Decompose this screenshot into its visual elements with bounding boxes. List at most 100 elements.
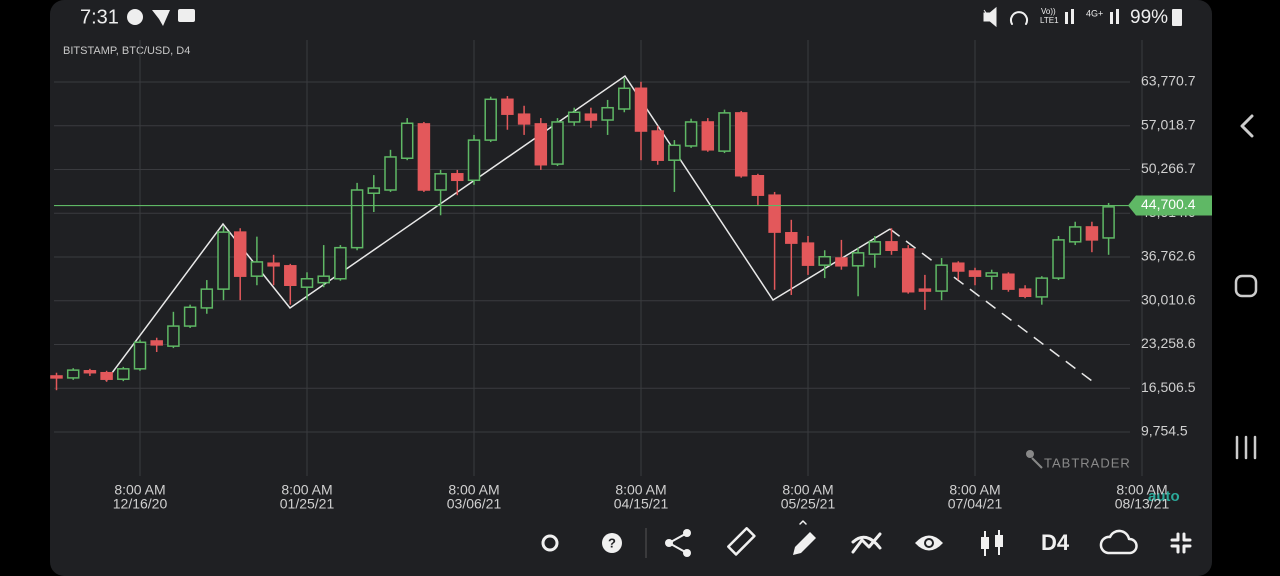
share-button[interactable]	[665, 529, 691, 557]
nav-home[interactable]	[1234, 274, 1258, 298]
candle-body	[1102, 206, 1115, 239]
candle-body	[1018, 288, 1032, 298]
candle-body	[868, 241, 882, 255]
x-tick-time: 8:00 AM	[949, 482, 1000, 498]
candle-body	[400, 122, 414, 159]
candle-body	[66, 369, 80, 379]
x-tick-label: 12/16/20	[113, 496, 168, 512]
candle-body	[334, 246, 347, 280]
x-tick-time: 8:00 AM	[281, 482, 332, 498]
candle-body	[50, 375, 63, 379]
y-tick-label: 36,762.6	[1141, 248, 1196, 264]
candle-body	[1085, 226, 1099, 241]
candle-body	[250, 261, 264, 277]
candle-body	[952, 262, 965, 272]
status-lte: LTE1	[1040, 16, 1059, 25]
candle-body	[267, 262, 280, 267]
status-volte: Vo))	[1041, 7, 1056, 16]
candle-body	[935, 264, 948, 292]
candle-body	[601, 106, 614, 121]
watermark-icon	[1026, 450, 1043, 469]
draw-button[interactable]	[793, 520, 816, 555]
status-icons-left	[127, 9, 195, 26]
candle-body	[684, 121, 698, 147]
candle-body	[1068, 226, 1082, 243]
candles	[50, 77, 1130, 391]
timeframe-button[interactable]: D4	[1041, 530, 1070, 555]
status-time: 7:31	[80, 6, 119, 28]
candle-body	[985, 272, 998, 277]
candle-body	[968, 270, 982, 277]
settings-button[interactable]	[541, 534, 559, 552]
candle-body	[384, 156, 397, 191]
candle-body	[584, 113, 598, 121]
fullscreen-button[interactable]	[1170, 532, 1192, 554]
candle-body	[567, 111, 581, 123]
candle-body	[668, 144, 681, 161]
candle-body	[734, 112, 748, 177]
nav-back[interactable]	[1240, 114, 1254, 138]
chart-type-button[interactable]	[981, 530, 1003, 556]
view-button[interactable]	[915, 535, 943, 551]
nav-recent[interactable]	[1235, 435, 1257, 460]
candle-body	[634, 87, 648, 132]
candle-body	[534, 123, 548, 166]
candle-body	[217, 231, 230, 290]
candle-body	[701, 121, 715, 151]
x-tick-time: 8:00 AM	[1116, 482, 1167, 498]
x-tick-label: 04/15/21	[614, 496, 669, 512]
candle-body	[100, 371, 113, 380]
candle-body	[434, 173, 447, 191]
candle-body	[284, 265, 297, 286]
candle-body	[768, 194, 781, 233]
y-tick-label: 63,770.7	[1141, 73, 1196, 89]
candle-body	[651, 130, 664, 161]
candle-body	[751, 174, 765, 196]
candle-body	[350, 189, 364, 249]
candle-body	[551, 121, 564, 165]
candle-body	[233, 231, 247, 277]
candle-body	[200, 288, 214, 309]
x-tick-time: 8:00 AM	[615, 482, 666, 498]
nav-bar	[1234, 114, 1258, 460]
candle-body	[835, 257, 848, 267]
candle-body	[818, 255, 831, 266]
x-tick-time: 8:00 AM	[782, 482, 833, 498]
y-tick-label: 30,010.6	[1141, 291, 1196, 307]
candle-body	[117, 368, 130, 380]
candle-body	[718, 112, 731, 152]
y-tick-label: 16,506.5	[1141, 379, 1196, 395]
last-price-tag	[1128, 195, 1212, 216]
status-4g: 4G+	[1086, 8, 1103, 18]
candle-body	[501, 98, 514, 115]
candle-body	[1035, 277, 1049, 298]
candle-body	[83, 370, 97, 374]
status-icons-right	[983, 6, 1182, 28]
help-glyph: ?	[608, 535, 616, 550]
x-tick-label: 08/13/21	[1115, 496, 1170, 512]
status-battery: 99%	[1130, 7, 1168, 28]
cloud-button[interactable]	[1099, 529, 1138, 555]
candle-body	[183, 306, 197, 327]
help-button[interactable]	[602, 533, 622, 553]
candle-body	[517, 113, 531, 125]
candle-body	[133, 341, 147, 370]
candle-body	[167, 325, 180, 347]
y-tick-label: 50,266.7	[1141, 160, 1196, 176]
candle-body	[367, 187, 381, 194]
x-tick-time: 8:00 AM	[448, 482, 499, 498]
candle-body	[317, 275, 330, 284]
chart-title: BITSTAMP, BTC/USD, D4	[63, 45, 190, 57]
candle-body	[801, 242, 815, 266]
candle-body	[885, 241, 898, 252]
ruler-button[interactable]	[727, 527, 756, 556]
x-tick-label: 07/04/21	[948, 496, 1003, 512]
candle-body	[618, 87, 631, 110]
candle-body	[150, 340, 163, 346]
indicators-button[interactable]	[851, 532, 882, 554]
x-tick-time: 8:00 AM	[114, 482, 165, 498]
scale-mode[interactable]: auto	[1148, 488, 1180, 505]
candle-body	[484, 98, 497, 141]
y-tick-label: 9,754.5	[1141, 423, 1188, 439]
